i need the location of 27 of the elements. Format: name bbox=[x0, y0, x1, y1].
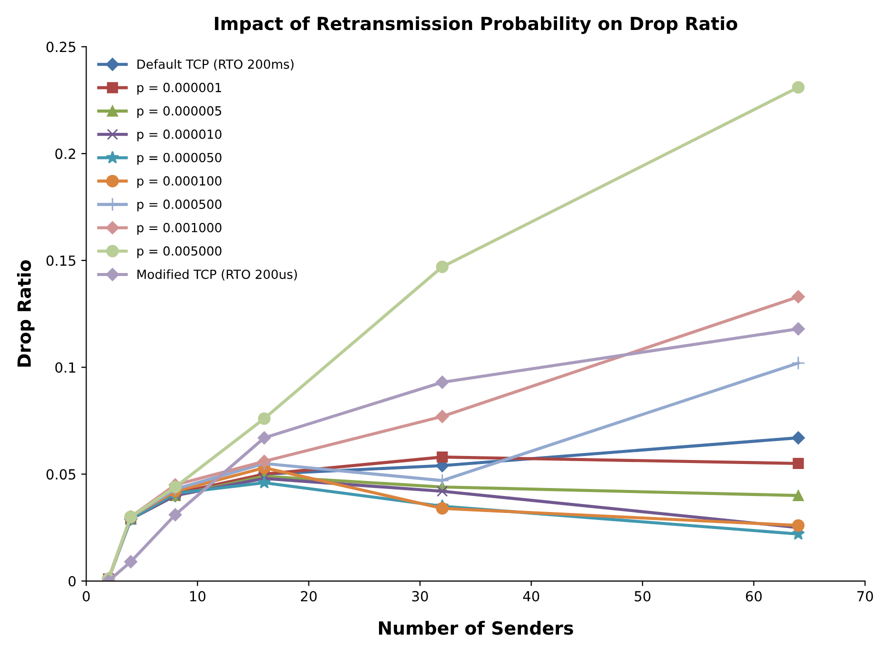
x-axis-title: Number of Senders bbox=[378, 620, 574, 635]
x-tick-label: 50 bbox=[634, 590, 650, 602]
legend-label: p = 0.000050 bbox=[137, 152, 222, 165]
legend-label: p = 0.000010 bbox=[137, 129, 222, 142]
legend-label: p = 0.000100 bbox=[137, 176, 222, 188]
legend-label: p = 0.005000 bbox=[137, 246, 222, 258]
legend-label: p = 0.000005 bbox=[137, 106, 222, 118]
legend-label: p = 0.000500 bbox=[137, 200, 222, 212]
x-tick-label: 70 bbox=[857, 590, 873, 602]
y-tick-label: 0.25 bbox=[46, 42, 76, 52]
y-tick-label: 0.05 bbox=[46, 469, 76, 480]
x-tick-label: 60 bbox=[746, 590, 762, 602]
legend-label: Modified TCP (RTO 200us) bbox=[137, 269, 297, 280]
x-tick-label: 10 bbox=[190, 590, 206, 602]
y-axis-title: Drop Ratio bbox=[17, 260, 34, 367]
y-tick-label: 0.1 bbox=[55, 362, 76, 373]
legend-label: p = 0.001000 bbox=[137, 222, 222, 235]
y-tick-label: 0.2 bbox=[55, 148, 76, 160]
chart-title: Impact of Retransmission Probability on Drop Ratio bbox=[214, 16, 738, 34]
x-tick-label: 0 bbox=[82, 590, 90, 602]
legend-label: p = 0.000001 bbox=[137, 82, 222, 95]
x-tick-label: 40 bbox=[523, 590, 540, 602]
x-tick-label: 20 bbox=[300, 590, 317, 602]
y-tick-label: 0 bbox=[68, 576, 76, 586]
x-tick-label: 30 bbox=[412, 590, 428, 602]
y-tick-label: 0.15 bbox=[46, 255, 76, 266]
legend-label: Default TCP (RTO 200ms) bbox=[137, 59, 294, 70]
